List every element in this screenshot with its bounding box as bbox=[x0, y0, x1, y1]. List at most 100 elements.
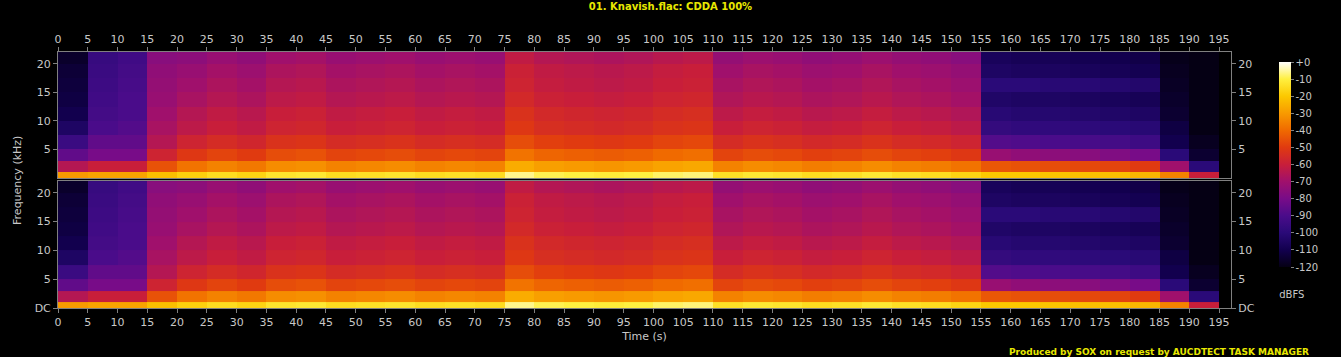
svg-text:110: 110 bbox=[702, 316, 723, 329]
svg-text:20: 20 bbox=[37, 58, 51, 71]
svg-text:-30: -30 bbox=[1296, 108, 1312, 119]
svg-text:170: 170 bbox=[1060, 316, 1081, 329]
svg-text:10: 10 bbox=[111, 33, 125, 46]
svg-text:0: 0 bbox=[55, 33, 62, 46]
svg-text:145: 145 bbox=[911, 316, 932, 329]
svg-text:190: 190 bbox=[1179, 316, 1200, 329]
svg-text:160: 160 bbox=[1000, 316, 1021, 329]
svg-text:165: 165 bbox=[1030, 33, 1051, 46]
svg-text:130: 130 bbox=[822, 33, 843, 46]
svg-text:75: 75 bbox=[498, 316, 512, 329]
svg-text:180: 180 bbox=[1119, 316, 1140, 329]
svg-text:45: 45 bbox=[319, 33, 333, 46]
svg-text:5: 5 bbox=[84, 33, 91, 46]
svg-text:180: 180 bbox=[1119, 33, 1140, 46]
svg-text:155: 155 bbox=[970, 33, 991, 46]
svg-text:40: 40 bbox=[289, 33, 303, 46]
svg-text:50: 50 bbox=[349, 33, 363, 46]
svg-text:55: 55 bbox=[378, 316, 392, 329]
svg-text:10: 10 bbox=[37, 244, 51, 257]
svg-text:-90: -90 bbox=[1296, 210, 1312, 221]
svg-text:120: 120 bbox=[762, 316, 783, 329]
svg-text:5: 5 bbox=[44, 143, 51, 156]
svg-text:20: 20 bbox=[37, 187, 51, 200]
svg-text:15: 15 bbox=[140, 33, 154, 46]
svg-text:10: 10 bbox=[1238, 115, 1252, 128]
svg-text:150: 150 bbox=[941, 316, 962, 329]
svg-text:135: 135 bbox=[851, 316, 872, 329]
svg-text:+0: +0 bbox=[1296, 57, 1311, 68]
svg-text:10: 10 bbox=[1238, 244, 1252, 257]
svg-text:Produced by SOX on request by: Produced by SOX on request by AUCDTECT T… bbox=[1009, 347, 1309, 357]
svg-text:-50: -50 bbox=[1296, 142, 1312, 153]
svg-text:185: 185 bbox=[1149, 316, 1170, 329]
svg-text:115: 115 bbox=[732, 33, 753, 46]
svg-text:140: 140 bbox=[881, 316, 902, 329]
svg-text:25: 25 bbox=[200, 33, 214, 46]
svg-text:105: 105 bbox=[673, 33, 694, 46]
svg-text:15: 15 bbox=[140, 316, 154, 329]
svg-text:105: 105 bbox=[673, 316, 694, 329]
svg-text:5: 5 bbox=[44, 273, 51, 286]
svg-text:-120: -120 bbox=[1296, 262, 1319, 273]
svg-text:10: 10 bbox=[37, 115, 51, 128]
svg-text:55: 55 bbox=[378, 33, 392, 46]
svg-text:15: 15 bbox=[37, 86, 51, 99]
svg-text:20: 20 bbox=[1238, 187, 1252, 200]
svg-text:-110: -110 bbox=[1296, 244, 1319, 255]
svg-text:5: 5 bbox=[1238, 143, 1245, 156]
svg-text:Frequency (kHz): Frequency (kHz) bbox=[11, 136, 24, 225]
svg-text:50: 50 bbox=[349, 316, 363, 329]
svg-text:01. Knavish.flac: CDDA 100%: 01. Knavish.flac: CDDA 100% bbox=[589, 1, 752, 12]
svg-text:75: 75 bbox=[498, 33, 512, 46]
svg-text:120: 120 bbox=[762, 33, 783, 46]
svg-text:70: 70 bbox=[468, 316, 482, 329]
svg-text:60: 60 bbox=[408, 316, 422, 329]
svg-text:-40: -40 bbox=[1296, 125, 1312, 136]
svg-text:-60: -60 bbox=[1296, 159, 1312, 170]
svg-text:-70: -70 bbox=[1296, 176, 1312, 187]
svg-text:15: 15 bbox=[1238, 215, 1252, 228]
svg-text:80: 80 bbox=[527, 33, 541, 46]
svg-text:195: 195 bbox=[1209, 316, 1230, 329]
svg-text:10: 10 bbox=[111, 316, 125, 329]
svg-text:135: 135 bbox=[851, 33, 872, 46]
svg-text:85: 85 bbox=[557, 33, 571, 46]
svg-text:45: 45 bbox=[319, 316, 333, 329]
svg-text:195: 195 bbox=[1209, 33, 1230, 46]
svg-text:185: 185 bbox=[1149, 33, 1170, 46]
svg-text:25: 25 bbox=[200, 316, 214, 329]
svg-text:100: 100 bbox=[643, 316, 664, 329]
svg-text:70: 70 bbox=[468, 33, 482, 46]
svg-text:85: 85 bbox=[557, 316, 571, 329]
svg-text:DC: DC bbox=[1238, 302, 1254, 315]
svg-text:Time (s): Time (s) bbox=[621, 330, 667, 343]
svg-text:95: 95 bbox=[617, 316, 631, 329]
svg-text:30: 30 bbox=[230, 316, 244, 329]
svg-text:130: 130 bbox=[822, 316, 843, 329]
svg-text:20: 20 bbox=[170, 316, 184, 329]
svg-text:170: 170 bbox=[1060, 33, 1081, 46]
svg-text:dBFS: dBFS bbox=[1279, 289, 1304, 300]
svg-text:15: 15 bbox=[1238, 86, 1252, 99]
svg-text:80: 80 bbox=[527, 316, 541, 329]
svg-text:5: 5 bbox=[84, 316, 91, 329]
svg-text:35: 35 bbox=[259, 33, 273, 46]
svg-text:60: 60 bbox=[408, 33, 422, 46]
svg-text:40: 40 bbox=[289, 316, 303, 329]
svg-text:115: 115 bbox=[732, 316, 753, 329]
svg-text:-80: -80 bbox=[1296, 193, 1312, 204]
svg-text:30: 30 bbox=[230, 33, 244, 46]
svg-text:140: 140 bbox=[881, 33, 902, 46]
svg-text:150: 150 bbox=[941, 33, 962, 46]
svg-text:-10: -10 bbox=[1296, 74, 1312, 85]
svg-text:125: 125 bbox=[792, 33, 813, 46]
svg-text:35: 35 bbox=[259, 316, 273, 329]
svg-text:15: 15 bbox=[37, 215, 51, 228]
svg-text:160: 160 bbox=[1000, 33, 1021, 46]
svg-text:DC: DC bbox=[35, 302, 51, 315]
svg-text:95: 95 bbox=[617, 33, 631, 46]
svg-text:90: 90 bbox=[587, 33, 601, 46]
svg-text:90: 90 bbox=[587, 316, 601, 329]
svg-text:-100: -100 bbox=[1296, 227, 1319, 238]
